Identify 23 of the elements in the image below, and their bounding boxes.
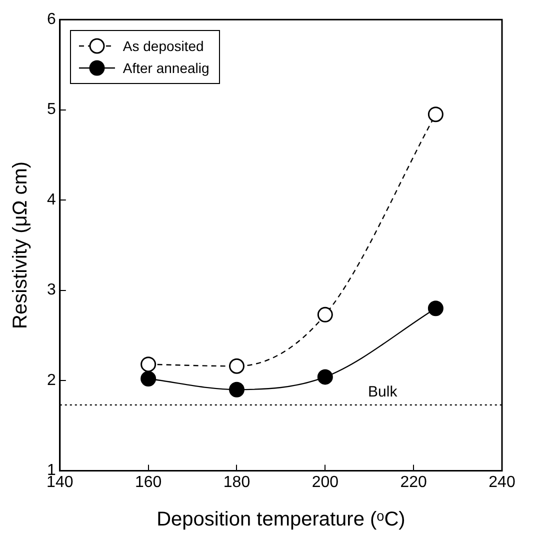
x-tick-label: 160 — [134, 474, 162, 491]
point — [140, 356, 156, 372]
y-tick-label: 2 — [46, 372, 56, 389]
x-tick-label: 180 — [223, 474, 250, 491]
point — [317, 306, 333, 322]
point — [140, 371, 156, 387]
y-tick-label: 4 — [46, 191, 56, 208]
y-axis-title: Resistivity (μΩ cm) — [10, 161, 32, 329]
y-tick-label: 5 — [46, 101, 56, 118]
point — [317, 369, 333, 385]
point — [228, 382, 244, 398]
ref-line-label: Bulk — [368, 384, 398, 401]
x-axis-title: Deposition temperature (ᵒC) — [156, 508, 406, 531]
point — [428, 106, 444, 122]
x-tick-label: 220 — [400, 474, 428, 491]
point — [428, 300, 444, 316]
x-tick-label: 200 — [312, 474, 339, 491]
legend-label: As deposited — [122, 38, 204, 54]
point — [228, 358, 244, 374]
legend-label: After annealig — [122, 60, 210, 76]
y-tick-label: 3 — [46, 282, 56, 299]
y-tick-label: 6 — [46, 11, 56, 28]
x-tick-label: 240 — [488, 474, 516, 491]
